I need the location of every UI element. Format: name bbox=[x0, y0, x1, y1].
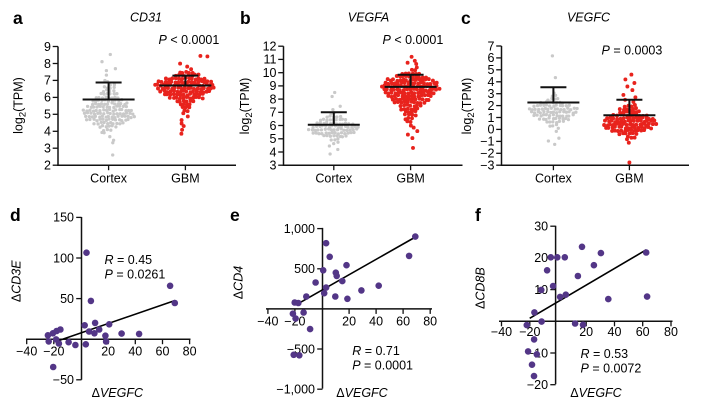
svg-text:20: 20 bbox=[579, 325, 593, 339]
svg-text:R = 0.71: R = 0.71 bbox=[352, 344, 400, 358]
svg-text:−40: −40 bbox=[16, 345, 37, 359]
svg-text:d: d bbox=[10, 205, 21, 225]
svg-text:P < 0.0001: P < 0.0001 bbox=[159, 33, 220, 47]
svg-text:12: 12 bbox=[263, 40, 277, 54]
svg-text:VEGFC: VEGFC bbox=[567, 11, 611, 25]
svg-text:40: 40 bbox=[608, 325, 622, 339]
svg-text:−2: −2 bbox=[480, 147, 494, 161]
svg-text:7: 7 bbox=[488, 39, 495, 53]
svg-text:2: 2 bbox=[44, 159, 51, 173]
svg-text:80: 80 bbox=[423, 315, 437, 329]
svg-text:−3: −3 bbox=[480, 159, 494, 173]
svg-text:4: 4 bbox=[270, 145, 277, 159]
svg-text:P < 0.0001: P < 0.0001 bbox=[383, 33, 444, 47]
svg-text:11: 11 bbox=[264, 53, 277, 67]
svg-text:9: 9 bbox=[44, 40, 51, 54]
svg-text:ΔVEGFC: ΔVEGFC bbox=[570, 386, 622, 400]
svg-text:P = 0.0072: P = 0.0072 bbox=[581, 361, 642, 375]
svg-text:Cortex: Cortex bbox=[90, 172, 128, 186]
svg-text:80: 80 bbox=[183, 345, 197, 359]
svg-text:P = 0.0001: P = 0.0001 bbox=[352, 358, 413, 372]
svg-text:Cortex: Cortex bbox=[535, 172, 573, 186]
svg-text:9: 9 bbox=[270, 79, 277, 93]
svg-text:5: 5 bbox=[488, 63, 495, 77]
svg-text:3: 3 bbox=[488, 87, 495, 101]
svg-text:3: 3 bbox=[44, 142, 51, 156]
svg-text:8: 8 bbox=[270, 92, 277, 106]
svg-text:f: f bbox=[475, 205, 481, 225]
svg-text:7: 7 bbox=[44, 74, 51, 88]
svg-text:20: 20 bbox=[342, 315, 356, 329]
svg-text:4: 4 bbox=[488, 75, 495, 89]
svg-text:7: 7 bbox=[270, 106, 277, 120]
svg-text:Cortex: Cortex bbox=[315, 172, 353, 186]
svg-text:VEGFA: VEGFA bbox=[348, 11, 389, 25]
svg-text:−1: −1 bbox=[480, 135, 494, 149]
svg-text:P = 0.0003: P = 0.0003 bbox=[602, 44, 663, 58]
svg-text:60: 60 bbox=[396, 315, 410, 329]
svg-text:10: 10 bbox=[263, 66, 277, 80]
svg-text:ΔVEGFC: ΔVEGFC bbox=[336, 386, 388, 400]
svg-text:6: 6 bbox=[488, 51, 495, 65]
svg-text:3: 3 bbox=[270, 159, 277, 173]
svg-text:ΔVEGFC: ΔVEGFC bbox=[92, 386, 144, 400]
svg-text:−50: −50 bbox=[53, 373, 74, 387]
svg-text:8: 8 bbox=[44, 57, 51, 71]
svg-text:6: 6 bbox=[270, 119, 277, 133]
svg-text:ΔCD4: ΔCD4 bbox=[232, 266, 246, 299]
svg-text:GBM: GBM bbox=[171, 172, 199, 186]
svg-text:R = 0.45: R = 0.45 bbox=[105, 253, 153, 267]
svg-text:4: 4 bbox=[44, 125, 51, 139]
svg-text:log2(TPM): log2(TPM) bbox=[12, 77, 29, 134]
svg-text:60: 60 bbox=[636, 325, 650, 339]
svg-text:ΔCD8B: ΔCD8B bbox=[473, 267, 487, 309]
svg-text:1: 1 bbox=[488, 111, 495, 125]
svg-text:P = 0.0261: P = 0.0261 bbox=[105, 267, 166, 281]
svg-text:a: a bbox=[13, 8, 23, 28]
svg-text:ΔCD3E: ΔCD3E bbox=[9, 260, 23, 302]
svg-text:500: 500 bbox=[294, 262, 315, 276]
svg-text:GBM: GBM bbox=[615, 172, 643, 186]
svg-text:−20: −20 bbox=[527, 378, 548, 392]
svg-text:40: 40 bbox=[128, 345, 142, 359]
svg-text:20: 20 bbox=[534, 251, 548, 265]
svg-text:5: 5 bbox=[270, 132, 277, 146]
svg-text:R = 0.53: R = 0.53 bbox=[581, 347, 629, 361]
svg-text:80: 80 bbox=[664, 325, 678, 339]
svg-text:e: e bbox=[230, 205, 240, 225]
svg-text:−1,000: −1,000 bbox=[276, 383, 315, 397]
svg-text:2: 2 bbox=[488, 99, 495, 113]
svg-text:CD31: CD31 bbox=[130, 11, 162, 25]
svg-text:30: 30 bbox=[534, 220, 548, 234]
svg-text:b: b bbox=[240, 8, 251, 28]
svg-text:−20: −20 bbox=[43, 345, 64, 359]
svg-text:log2(TPM): log2(TPM) bbox=[238, 78, 255, 135]
svg-text:150: 150 bbox=[53, 211, 74, 225]
svg-text:1,000: 1,000 bbox=[284, 222, 315, 236]
svg-text:20: 20 bbox=[101, 345, 115, 359]
svg-text:5: 5 bbox=[44, 108, 51, 122]
svg-text:50: 50 bbox=[60, 292, 74, 306]
svg-text:c: c bbox=[461, 8, 471, 28]
svg-text:40: 40 bbox=[369, 315, 383, 329]
svg-text:−20: −20 bbox=[519, 325, 540, 339]
svg-text:−40: −40 bbox=[491, 325, 512, 339]
svg-text:0: 0 bbox=[488, 123, 495, 137]
svg-text:log2(TPM): log2(TPM) bbox=[460, 78, 477, 135]
svg-text:60: 60 bbox=[156, 345, 170, 359]
svg-text:−40: −40 bbox=[257, 315, 278, 329]
svg-text:6: 6 bbox=[44, 91, 51, 105]
svg-text:GBM: GBM bbox=[396, 172, 424, 186]
svg-text:100: 100 bbox=[53, 251, 74, 265]
